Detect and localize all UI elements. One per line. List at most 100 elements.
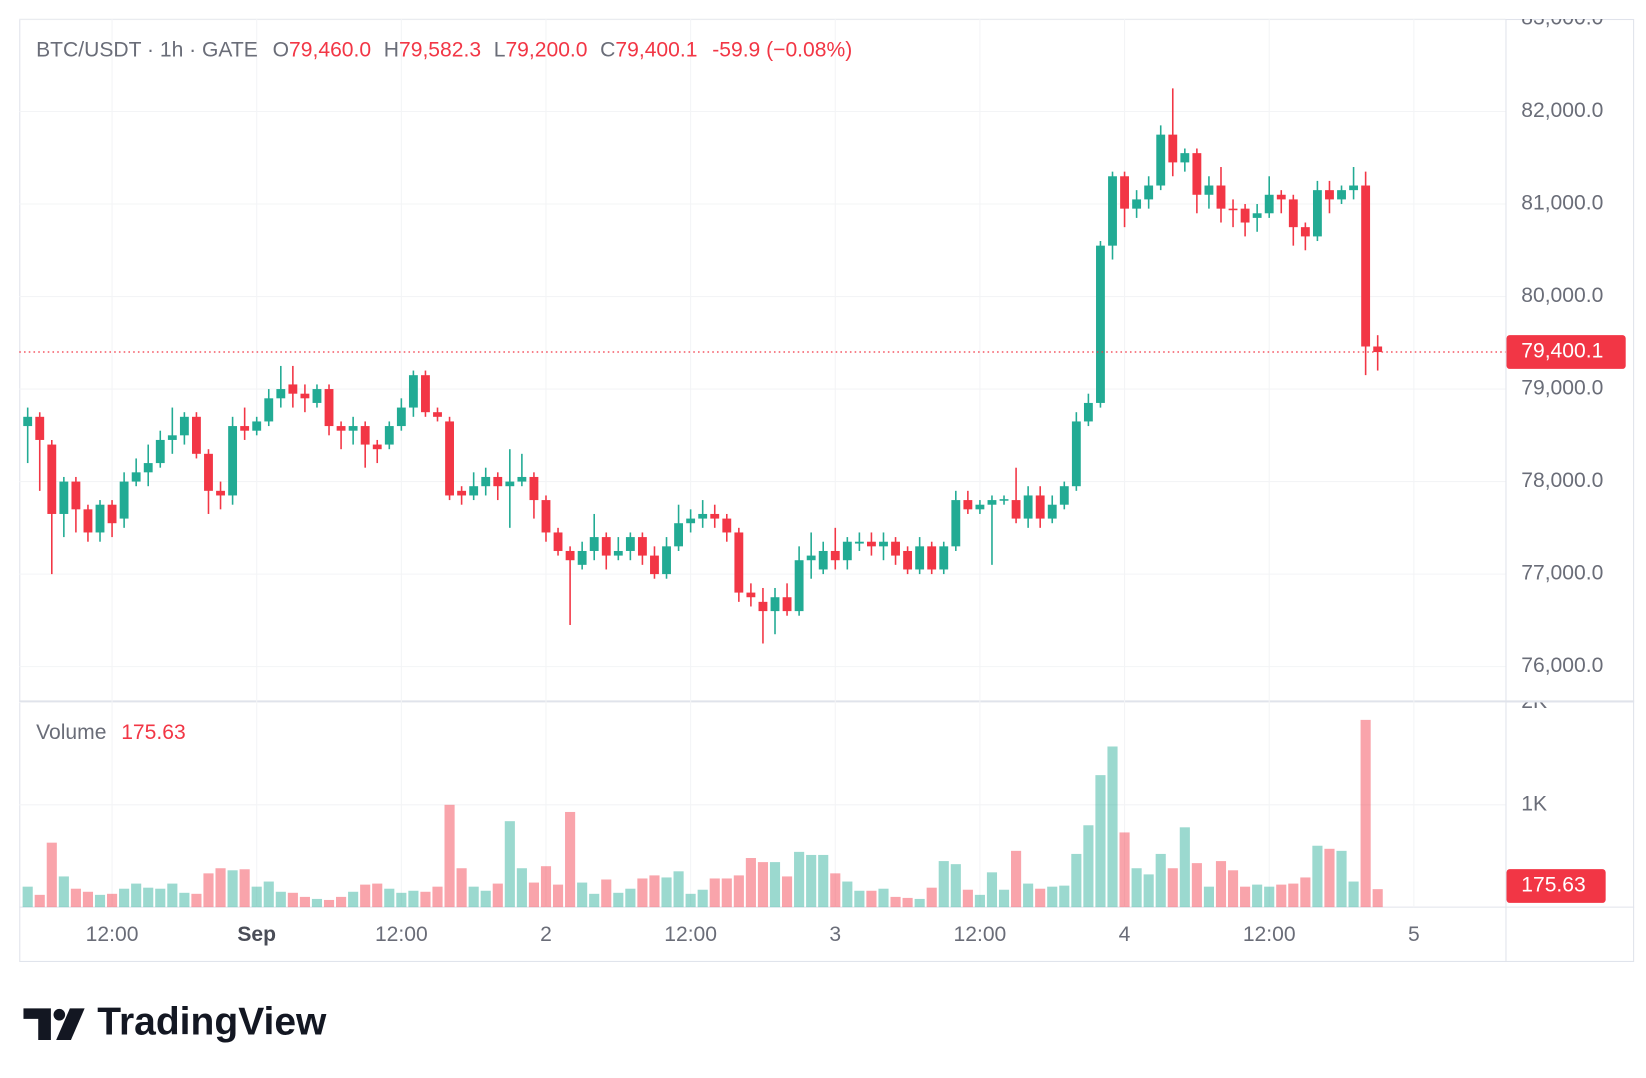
candle-body [1168, 134, 1178, 163]
volume-bar [1336, 850, 1347, 908]
candle-body [131, 472, 141, 482]
candle-body [288, 384, 298, 394]
candle-body [216, 490, 225, 496]
ohlc-value: 79,582.3 [399, 38, 481, 61]
volume-bar [22, 886, 33, 908]
candle-body [637, 537, 647, 556]
candle-body [252, 421, 262, 431]
y-tick-label: 76,000.0 [1521, 654, 1603, 677]
candle-body [541, 500, 551, 533]
volume-title: Volume [36, 721, 106, 744]
candle-body [469, 486, 479, 496]
candle-body [686, 518, 696, 524]
candle-body [1373, 346, 1383, 353]
volume-bar [179, 892, 190, 908]
volume-bar [818, 854, 829, 908]
x-tick-label: 3 [829, 923, 841, 946]
volume-bar [444, 804, 455, 908]
candle-body [1132, 199, 1142, 209]
candle-body [505, 481, 515, 487]
plot [19, 88, 1506, 908]
candle-body [553, 532, 563, 551]
candle-body [1337, 190, 1346, 200]
logo-mark [53, 1008, 66, 1021]
candle-body [1047, 504, 1057, 519]
volume-bar [854, 890, 865, 908]
volume-bar [1119, 832, 1130, 908]
volume-bar [1240, 886, 1251, 908]
volume-bar [1300, 877, 1311, 908]
volume-bar [408, 890, 419, 908]
candle-body [192, 416, 201, 454]
candle-body [613, 550, 623, 556]
candle-body [264, 398, 274, 422]
ohlc-value: 79,200.0 [505, 38, 587, 61]
candle-body [830, 550, 840, 561]
candle-body [408, 375, 418, 408]
volume-bar [673, 871, 684, 908]
volume-bar [131, 883, 142, 908]
y-tick-label: 81,000.0 [1521, 192, 1603, 215]
volume-bar [432, 886, 443, 908]
volume-bar [119, 888, 130, 908]
volume-bar [661, 877, 672, 908]
candle-body [565, 550, 575, 561]
y-tick-label: 78,000.0 [1521, 469, 1603, 492]
volume-bar [1324, 848, 1335, 908]
volume-bar [613, 892, 624, 908]
volume-bar [914, 898, 925, 908]
candle-body [1108, 176, 1117, 246]
y-tick-label: 82,000.0 [1521, 99, 1603, 122]
candle-body [167, 435, 177, 440]
volume-bar [155, 888, 166, 908]
legend: BTC/USDT · 1h · GATE O79,460.0 H79,582.3 L7… [36, 38, 852, 61]
volume-bar [986, 872, 998, 908]
volume-bar [890, 896, 901, 908]
volume-bar [1155, 853, 1166, 908]
candle-body [698, 513, 708, 519]
candle-body [433, 412, 442, 417]
volume-bar [601, 879, 612, 908]
candle-body [975, 504, 985, 510]
candle-body [782, 597, 792, 612]
candle-body [336, 426, 346, 431]
x-tick-label: 12:00 [86, 923, 139, 946]
volume-bar [1011, 850, 1022, 908]
candle-body [903, 550, 913, 570]
candle-body [493, 476, 503, 487]
volume-bar [878, 888, 889, 908]
ohlc-value: 79,400.1 [615, 38, 697, 61]
volume-bar [589, 893, 600, 908]
volume-bar [552, 884, 564, 908]
candle-body [119, 481, 129, 519]
volume-bar [998, 889, 1010, 908]
volume-bar [58, 876, 69, 908]
volume-bar [1095, 775, 1106, 908]
candle-body [963, 500, 973, 510]
volume-bar [1047, 886, 1058, 908]
candle-body [746, 592, 756, 598]
volume-bar [1276, 884, 1287, 908]
candle-body [1240, 208, 1250, 223]
candle-body [722, 518, 732, 533]
volume-bar [468, 886, 479, 908]
candle-body [228, 426, 238, 496]
candle-body [1288, 199, 1298, 228]
candle-body [589, 537, 599, 551]
candle-body [396, 407, 406, 427]
axes: 12:00 Sep 12:00 2 12:00 3 12:00 4 12:00 5 76,000.0… [86, 19, 1626, 946]
price-axis: 76,000.0 77,000.0 78,000.0 79,000.0 80,000.0… [1521, 19, 1603, 677]
volume-bar [143, 887, 154, 908]
candle-body [674, 523, 684, 547]
volume-bar [1167, 868, 1178, 908]
y-tick-label: 80,000.0 [1521, 284, 1603, 307]
chart-frame [19, 18, 1635, 962]
candle-body [1059, 486, 1069, 505]
volume-bar [46, 842, 57, 908]
volume-bar [950, 864, 961, 908]
candle-body [1083, 402, 1093, 422]
y-tick-label: 2K [1521, 690, 1547, 713]
candle-body [59, 481, 69, 514]
candle-body [927, 546, 937, 570]
volume-bar [504, 821, 515, 908]
